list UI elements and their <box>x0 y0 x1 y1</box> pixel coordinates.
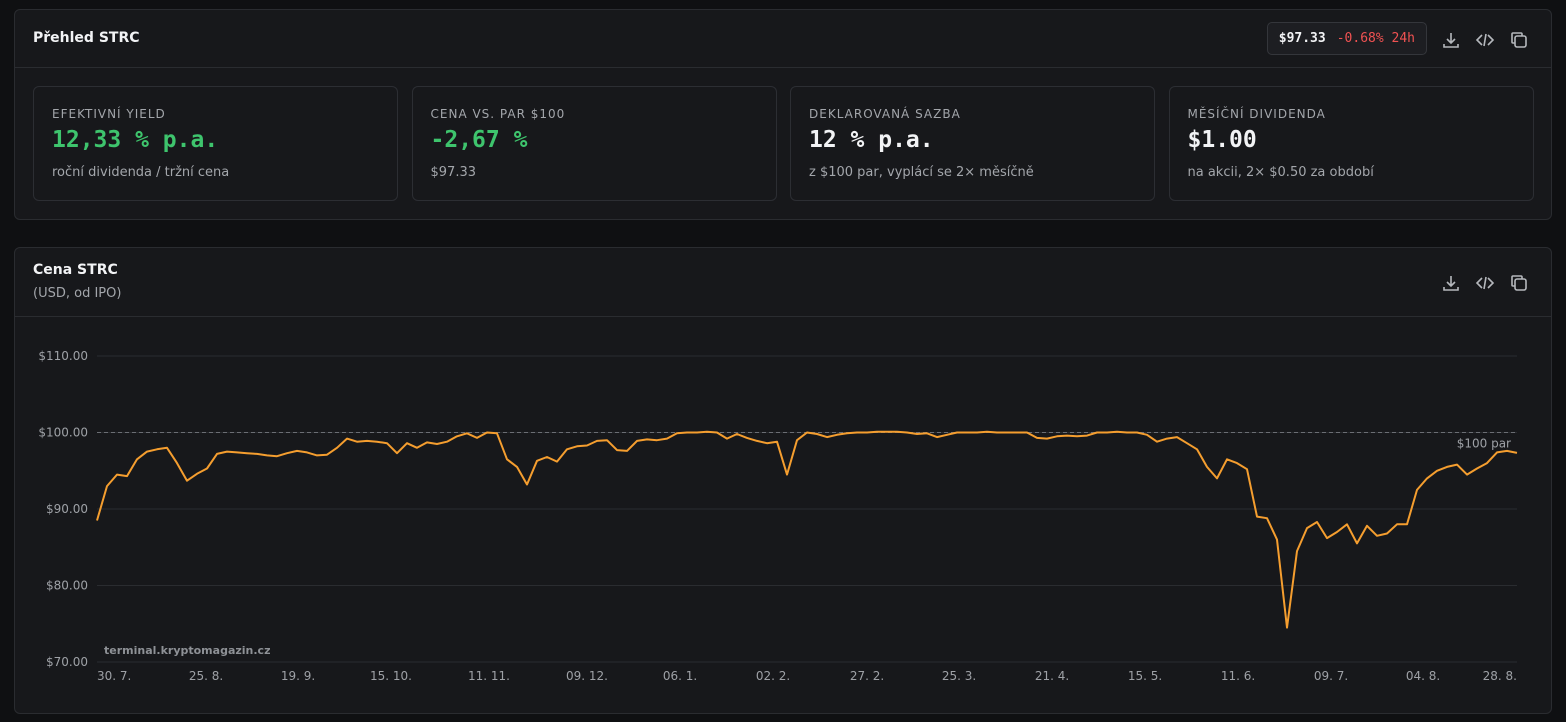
overview-header: Přehled STRC $97.33 -0.68% 24h <box>15 10 1551 68</box>
embed-button[interactable] <box>1475 273 1495 293</box>
y-tick-label: $90.00 <box>46 502 88 516</box>
x-tick-label: 02. 2. <box>756 669 790 683</box>
stat-card: DEKLAROVANÁ SAZBA 12 % p.a. z $100 par, vy… <box>790 86 1155 201</box>
reference-label: $100 par <box>1457 437 1511 451</box>
watermark: terminal.kryptomagazin.cz <box>104 644 270 657</box>
stat-card: EFEKTIVNÍ YIELD 12,33 % p.a. roční dividen… <box>33 86 398 201</box>
overview-title: Přehled STRC <box>33 30 140 46</box>
chart: $70.00 $80.00 $90.00 $100.00 $110.00 30. 7. 25… <box>38 349 1518 683</box>
chart-subtitle: (USD, od IPO) <box>33 286 122 301</box>
download-button[interactable] <box>1441 30 1461 50</box>
embed-button[interactable] <box>1475 30 1495 50</box>
x-tick-label: 04. 8. <box>1406 669 1440 683</box>
copy-button[interactable] <box>1509 30 1529 50</box>
stat-value: -2,67 % <box>430 127 528 153</box>
x-tick-label: 15. 5. <box>1128 669 1162 683</box>
x-tick-label: 06. 1. <box>663 669 697 683</box>
y-tick-label: $100.00 <box>38 426 88 440</box>
price: $97.33 <box>1278 31 1326 46</box>
stat-note: $97.33 <box>430 165 477 180</box>
toolbar <box>1441 273 1529 293</box>
overview-panel: Přehled STRC $97.33 -0.68% 24h EFEKTIVNÍ… <box>14 9 1552 220</box>
stat-label: DEKLAROVANÁ SAZBA <box>809 107 961 121</box>
x-tick-label: 15. 10. <box>370 669 412 683</box>
stat-card: MĚSÍČNÍ DIVIDENDA $1.00 na akcii, 2× $0.50… <box>1168 86 1534 201</box>
x-tick-label: 11. 6. <box>1221 669 1255 683</box>
x-tick-label: 28. 8. <box>1483 669 1517 683</box>
x-tick-label: 09. 12. <box>566 669 608 683</box>
stat-label: EFEKTIVNÍ YIELD <box>52 107 166 121</box>
copy-button[interactable] <box>1509 273 1529 293</box>
price-line <box>96 430 1518 629</box>
stat-value: $1.00 <box>1187 127 1257 153</box>
stat-note: z $100 par, vyplácí se 2× měsíčně <box>809 165 1034 180</box>
price-change: -0.68% 24h <box>1336 31 1415 46</box>
stat-note: roční dividenda / tržní cena <box>52 165 230 180</box>
x-tick-label: 30. 7. <box>97 669 131 683</box>
chart-panel: Cena STRC (USD, od IPO) $70.00 $80.00 $90.… <box>14 247 1552 714</box>
stat-label: CENA VS. PAR $100 <box>430 107 566 121</box>
chart-title: Cena STRC <box>33 262 118 278</box>
y-tick-label: $80.00 <box>46 579 88 593</box>
toolbar <box>1441 30 1529 50</box>
x-tick-label: 25. 8. <box>189 669 223 683</box>
x-tick-label: 21. 4. <box>1035 669 1069 683</box>
stat-label: MĚSÍČNÍ DIVIDENDA <box>1187 107 1326 121</box>
x-tick-label: 25. 3. <box>942 669 976 683</box>
x-tick-label: 27. 2. <box>850 669 884 683</box>
stat-card: CENA VS. PAR $100 -2,67 % $97.33 <box>411 86 777 201</box>
stat-value: 12,33 % p.a. <box>52 127 219 153</box>
y-tick-label: $110.00 <box>38 349 88 363</box>
chart-header: Cena STRC (USD, od IPO) <box>15 248 1551 317</box>
y-tick-label: $70.00 <box>46 655 88 669</box>
x-tick-label: 11. 11. <box>468 669 510 683</box>
x-tick-label: 09. 7. <box>1314 669 1348 683</box>
stat-note: na akcii, 2× $0.50 za období <box>1187 165 1374 180</box>
price-ticker: $97.33 -0.68% 24h <box>1266 22 1427 55</box>
stat-value: 12 % p.a. <box>809 127 934 153</box>
download-button[interactable] <box>1441 273 1461 293</box>
x-tick-label: 19. 9. <box>281 669 315 683</box>
